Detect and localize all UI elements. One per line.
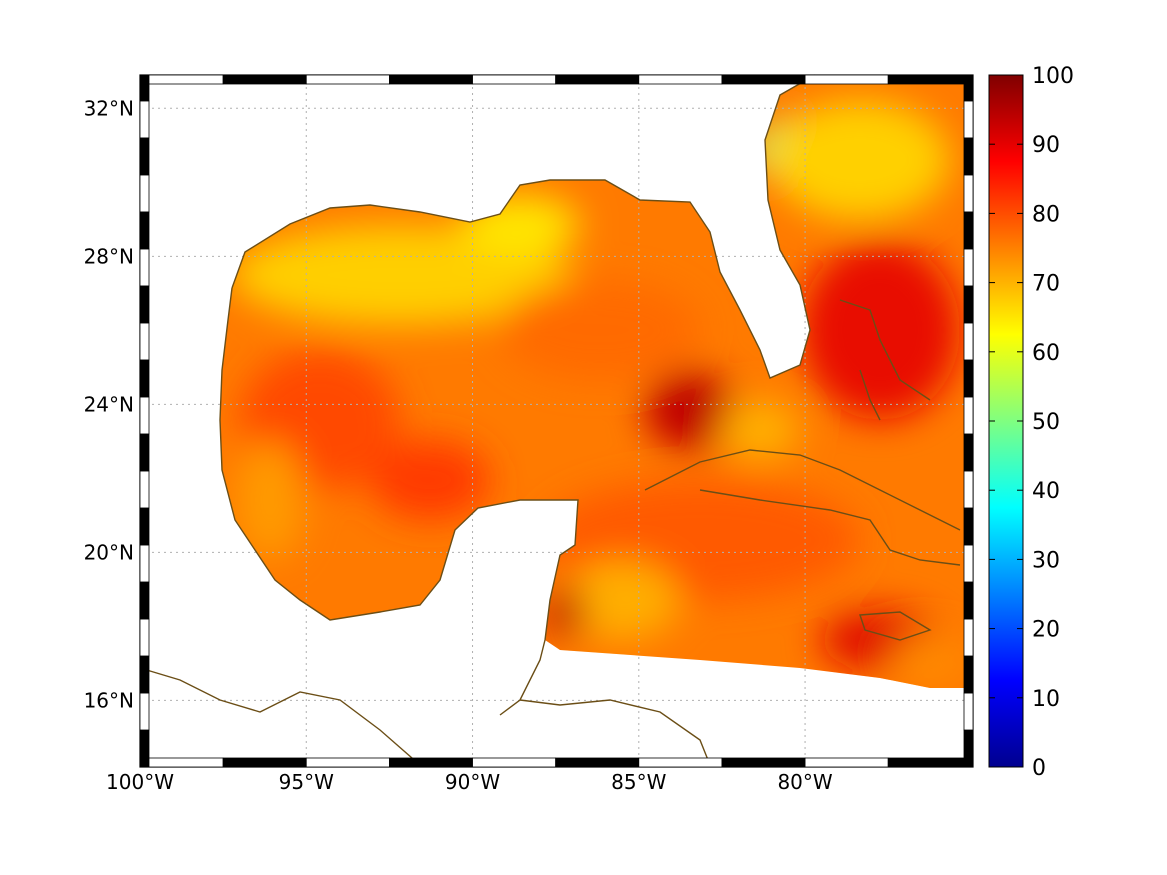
frame-segment-top (472, 74, 557, 85)
colorbar-tick-label-5: 50 (1032, 410, 1060, 435)
frame-segment-left (139, 322, 150, 361)
x-axis-labels: 100°W 95°W 90°W 85°W 80°W (106, 770, 833, 794)
frame-segment-right (963, 285, 974, 324)
frame-segment-left (139, 74, 150, 102)
frame-segment-left (139, 211, 150, 250)
coastline-layer (139, 74, 961, 766)
x-tick-label-0: 100°W (106, 770, 174, 794)
frame-segment-right (963, 248, 974, 287)
frame-segment-bottom (139, 757, 224, 768)
frame-segment-bottom (472, 757, 557, 768)
colorbar-tick-label-2: 20 (1032, 618, 1060, 643)
colorbar: 0 10 20 30 40 50 60 70 80 90 100 (988, 64, 1074, 781)
y-tick-label-4: 32°N (84, 96, 134, 120)
frame-segment-bottom (389, 757, 473, 768)
frame-segment-top (389, 74, 473, 85)
colorbar-tick-label-9: 90 (1032, 133, 1060, 158)
frame-segment-right (963, 433, 974, 472)
frame-segment-right (963, 581, 974, 620)
frame-segment-right (963, 470, 974, 509)
y-tick-label-2: 24°N (84, 392, 134, 416)
frame-segment-top (555, 74, 640, 85)
frame-segment-bottom (887, 757, 972, 768)
frame-segment-right (963, 507, 974, 546)
frame-segment-right (963, 618, 974, 657)
colorbar-tick-label-8: 80 (1032, 202, 1060, 227)
frame-segment-top (139, 74, 224, 85)
frame-segment-left (139, 248, 150, 287)
colorbar-tick-label-7: 70 (1032, 272, 1060, 297)
y-tick-label-1: 20°N (84, 540, 134, 564)
frame-segment-left (139, 100, 150, 139)
colorbar-tick-label-4: 40 (1032, 479, 1060, 504)
frame-segment-left (139, 581, 150, 620)
y-axis-labels: 16°N 20°N 24°N 28°N 32°N (84, 96, 134, 712)
frame-segment-top (804, 74, 889, 85)
colorbar-tick-label-0: 0 (1032, 756, 1046, 781)
x-tick-label-4: 80°W (777, 770, 832, 794)
frame-segment-right (963, 211, 974, 250)
frame-segment-top (887, 74, 972, 85)
frame-segment-right (963, 137, 974, 176)
frame-segment-right (963, 74, 974, 102)
frame-segment-right (963, 692, 974, 731)
frame-segment-left (139, 470, 150, 509)
colorbar-tick-label-10: 100 (1032, 64, 1074, 89)
frame-segment-left (139, 137, 150, 176)
frame-segment-left (139, 655, 150, 694)
frame-segment-top (638, 74, 723, 85)
colorbar-labels: 0 10 20 30 40 50 60 70 80 90 100 (989, 64, 1074, 781)
x-tick-label-1: 95°W (279, 770, 334, 794)
x-tick-label-2: 90°W (445, 770, 500, 794)
y-tick-label-3: 28°N (84, 244, 134, 268)
frame-segment-bottom (305, 757, 390, 768)
frame-segment-left (139, 618, 150, 657)
frame-segment-top (305, 74, 390, 85)
frame-segment-right (963, 396, 974, 435)
y-tick-label-0: 16°N (84, 688, 134, 712)
frame-segment-bottom (222, 757, 307, 768)
frame-segment-bottom (804, 757, 889, 768)
frame-segment-right (963, 359, 974, 398)
frame-segment-left (139, 433, 150, 472)
frame-segment-right (963, 729, 974, 768)
frame-segment-right (963, 174, 974, 213)
frame-segment-top (721, 74, 806, 85)
frame-segment-left (139, 174, 150, 213)
colorbar-tick-label-6: 60 (1032, 341, 1060, 366)
frame-segment-left (139, 729, 150, 768)
frame-segment-right (963, 655, 974, 694)
map-frame (139, 74, 974, 768)
colorbar-tick-label-1: 10 (1032, 687, 1060, 712)
frame-segment-right (963, 322, 974, 361)
frame-segment-top (222, 74, 307, 85)
x-tick-label-3: 85°W (611, 770, 666, 794)
frame-segment-bottom (638, 757, 723, 768)
frame-segment-bottom (721, 757, 806, 768)
frame-segment-left (139, 285, 150, 324)
frame-segment-right (963, 544, 974, 583)
frame-segment-bottom (555, 757, 640, 768)
frame-segment-left (139, 359, 150, 398)
frame-segment-left (139, 507, 150, 546)
frame-segment-left (139, 692, 150, 731)
frame-segment-right (963, 100, 974, 139)
colorbar-tick-label-3: 30 (1032, 548, 1060, 573)
frame-segment-left (139, 396, 150, 435)
frame-segment-left (139, 544, 150, 583)
